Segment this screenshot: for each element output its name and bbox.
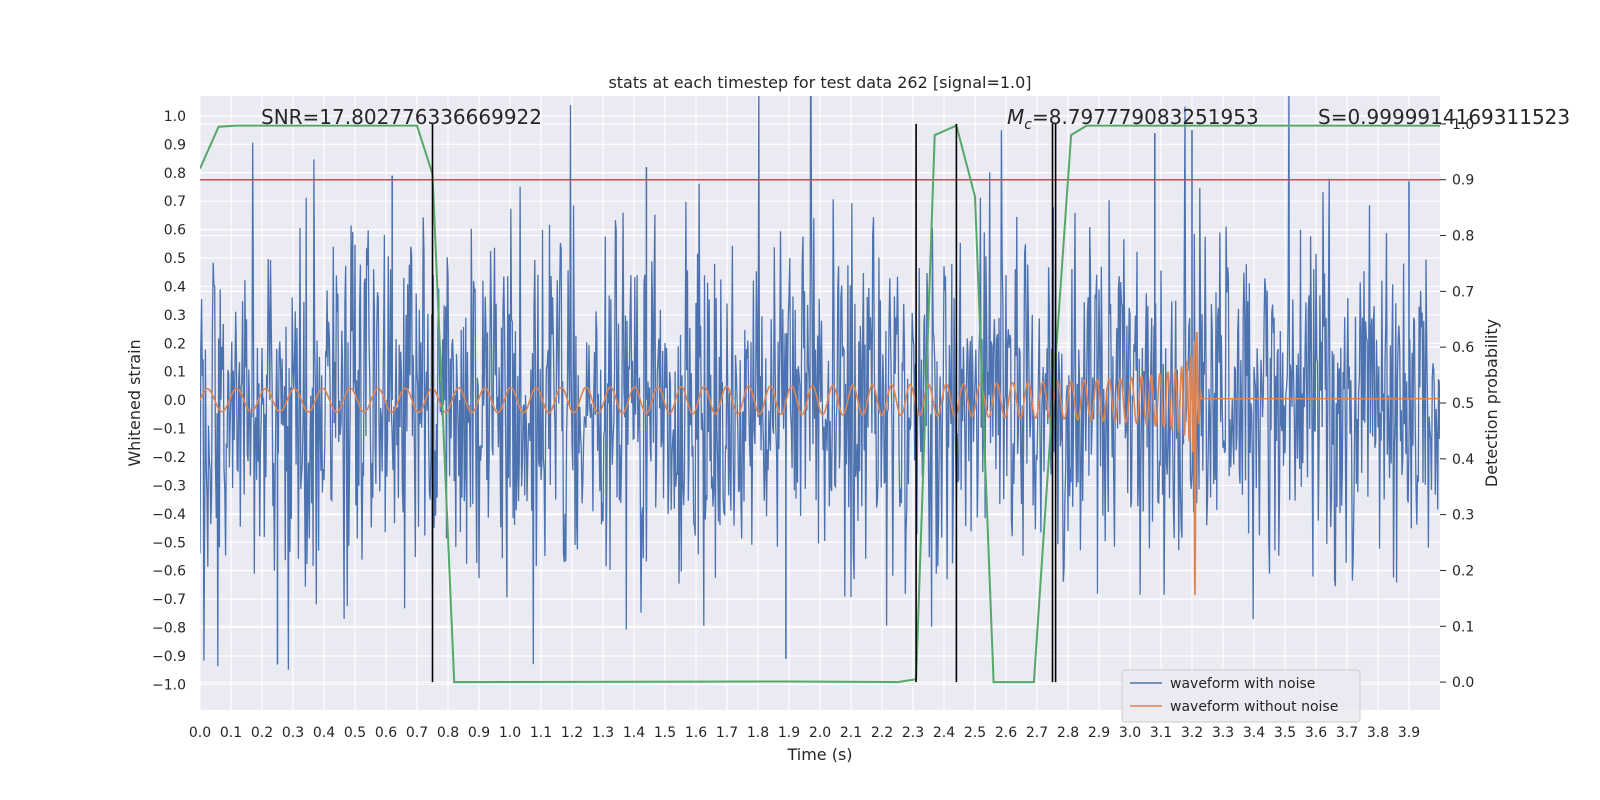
x-tick-label: 2.4 bbox=[933, 725, 955, 741]
x-tick-label: 3.9 bbox=[1398, 725, 1420, 741]
x-axis-label: Time (s) bbox=[786, 745, 852, 764]
chirp-mass-annotation: Mc=8.797779083251953 bbox=[1007, 105, 1259, 133]
series-layer bbox=[200, 96, 1440, 684]
y2-tick-label: 0.9 bbox=[1452, 173, 1474, 189]
y2-tick-label: 0.2 bbox=[1452, 563, 1474, 579]
x-tick-label: 3.6 bbox=[1305, 725, 1327, 741]
y-tick-label: −0.8 bbox=[152, 621, 186, 637]
x-tick-label: 2.6 bbox=[995, 725, 1017, 741]
legend: waveform with noise waveform without noi… bbox=[1121, 669, 1361, 723]
x-tick-label: 0.8 bbox=[437, 725, 459, 741]
y2-tick-labels: 1.0 0.9 0.8 0.7 0.6 0.5 0.4 0.3 0.2 0.1 0.0 bbox=[1440, 117, 1474, 691]
x-tick-label: 1.3 bbox=[592, 725, 614, 741]
y-tick-label: 0.1 bbox=[164, 365, 186, 381]
s-annotation: S=0.9999914169311523 bbox=[1318, 105, 1570, 129]
y-tick-label: 0.5 bbox=[164, 251, 186, 267]
x-tick-label: 3.5 bbox=[1274, 725, 1296, 741]
y-tick-label: −0.7 bbox=[152, 592, 186, 608]
y-tick-label: −0.2 bbox=[152, 450, 186, 466]
y-tick-label: −1.0 bbox=[152, 677, 186, 693]
x-tick-label: 3.7 bbox=[1336, 725, 1358, 741]
mc-symbol: M bbox=[1007, 105, 1024, 129]
x-tick-label: 3.0 bbox=[1119, 725, 1141, 741]
y-tick-label: −0.5 bbox=[152, 535, 186, 551]
x-tick-label: 2.8 bbox=[1057, 725, 1079, 741]
x-tick-label: 0.9 bbox=[468, 725, 490, 741]
x-tick-label: 1.6 bbox=[685, 725, 707, 741]
legend-label-without-noise: waveform without noise bbox=[1170, 699, 1338, 715]
x-tick-label: 1.2 bbox=[561, 725, 583, 741]
y-tick-label: 0.3 bbox=[164, 308, 186, 324]
y2-tick-label: 0.0 bbox=[1452, 675, 1474, 691]
x-tick-label: 0.7 bbox=[406, 725, 428, 741]
x-tick-label: 2.3 bbox=[902, 725, 924, 741]
y-axis-label: Whitened strain bbox=[125, 339, 144, 466]
legend-box bbox=[1121, 669, 1361, 723]
y-tick-label: 0.4 bbox=[164, 279, 186, 295]
x-tick-label: 0.3 bbox=[282, 725, 304, 741]
y-tick-label: 1.0 bbox=[164, 109, 186, 125]
x-tick-label: 2.1 bbox=[840, 725, 862, 741]
x-tick-label: 1.4 bbox=[623, 725, 645, 741]
y-tick-label: 0.8 bbox=[164, 166, 186, 182]
y2-tick-label: 0.6 bbox=[1452, 340, 1474, 356]
series-waveform-with-noise bbox=[200, 96, 1440, 670]
y-tick-label: −0.9 bbox=[152, 649, 186, 665]
mc-subscript: c bbox=[1024, 117, 1032, 133]
chart-title: stats at each timestep for test data 262… bbox=[608, 73, 1031, 92]
x-tick-label: 0.1 bbox=[220, 725, 242, 741]
y-tick-label: 0.2 bbox=[164, 336, 186, 352]
mc-value: =8.797779083251953 bbox=[1032, 105, 1259, 129]
y-tick-label: 0.6 bbox=[164, 223, 186, 239]
y-tick-label: −0.4 bbox=[152, 507, 186, 523]
x-tick-label: 0.5 bbox=[344, 725, 366, 741]
series-detection-probability bbox=[200, 124, 1440, 684]
y2-tick-label: 0.8 bbox=[1452, 229, 1474, 245]
x-tick-label: 0.0 bbox=[189, 725, 211, 741]
x-tick-label: 0.6 bbox=[375, 725, 397, 741]
x-tick-label: 1.5 bbox=[654, 725, 676, 741]
y-tick-label: −0.1 bbox=[152, 422, 186, 438]
y2-tick-label: 0.3 bbox=[1452, 508, 1474, 524]
x-tick-label: 0.2 bbox=[251, 725, 273, 741]
y-tick-label: 0.7 bbox=[164, 194, 186, 210]
x-tick-label: 1.8 bbox=[747, 725, 769, 741]
x-tick-labels: 0.0 0.1 0.2 0.3 0.4 0.5 0.6 0.7 0.8 0.9 1.0 1.1 1.2 1… bbox=[189, 725, 1420, 741]
x-tick-label: 1.0 bbox=[499, 725, 521, 741]
y-tick-labels: 1.0 0.9 0.8 0.7 0.6 0.5 0.4 0.3 0.2 0.1 0.0 −0.1 −0.… bbox=[152, 109, 186, 694]
x-tick-label: 2.9 bbox=[1088, 725, 1110, 741]
y-tick-label: 0.9 bbox=[164, 137, 186, 153]
x-tick-label: 3.1 bbox=[1150, 725, 1172, 741]
y-tick-label: −0.3 bbox=[152, 478, 186, 494]
x-tick-label: 2.5 bbox=[964, 725, 986, 741]
x-tick-label: 1.1 bbox=[530, 725, 552, 741]
x-tick-label: 3.8 bbox=[1367, 725, 1389, 741]
x-tick-label: 2.2 bbox=[871, 725, 893, 741]
x-tick-label: 0.4 bbox=[313, 725, 335, 741]
x-tick-label: 3.4 bbox=[1243, 725, 1265, 741]
snr-annotation: SNR=17.802776336669922 bbox=[261, 105, 542, 129]
y-tick-label: 0.0 bbox=[164, 393, 186, 409]
x-tick-label: 2.7 bbox=[1026, 725, 1048, 741]
x-tick-label: 2.0 bbox=[809, 725, 831, 741]
y2-tick-label: 0.4 bbox=[1452, 452, 1474, 468]
y2-tick-label: 0.7 bbox=[1452, 284, 1474, 300]
series-waveform-without-noise bbox=[200, 331, 1440, 596]
y2-axis-label: Detection probability bbox=[1482, 319, 1501, 487]
y2-tick-label: 1.0 bbox=[1452, 117, 1474, 133]
legend-label-with-noise: waveform with noise bbox=[1170, 676, 1315, 692]
x-tick-label: 3.3 bbox=[1212, 725, 1234, 741]
x-tick-label: 1.9 bbox=[778, 725, 800, 741]
x-tick-label: 3.2 bbox=[1181, 725, 1203, 741]
y2-tick-label: 0.5 bbox=[1452, 396, 1474, 412]
y2-tick-label: 0.1 bbox=[1452, 619, 1474, 635]
x-tick-label: 1.7 bbox=[716, 725, 738, 741]
y-tick-label: −0.6 bbox=[152, 564, 186, 580]
